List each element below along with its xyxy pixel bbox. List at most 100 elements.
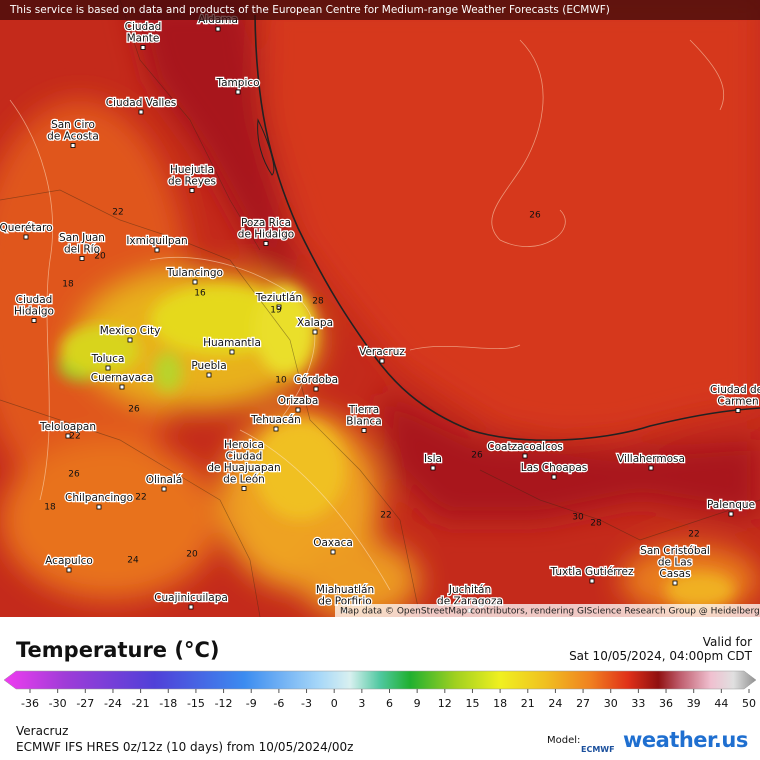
colorbar-tick-label: -15: [187, 697, 205, 710]
city-dot: [229, 349, 235, 355]
coastline: [254, 14, 760, 441]
contour-label: 30: [572, 513, 584, 523]
city-dot: [263, 241, 269, 246]
city-dot: [119, 384, 125, 390]
city-label: Miahuatlán: [316, 584, 374, 596]
city-dot: [189, 188, 195, 193]
colorbar-tick-label: -21: [132, 697, 150, 710]
legend-title: Temperature (°C): [16, 638, 220, 662]
city-dot: [589, 578, 595, 584]
city-dot: [551, 474, 557, 480]
city-label: Mexico City: [100, 325, 161, 337]
city-label: Coatzacoalcos: [487, 441, 562, 453]
city-dot: [140, 45, 146, 50]
brand-logo: weather.us: [623, 728, 748, 752]
valid-label: Valid for: [702, 635, 752, 649]
colorbar-tick-label: -3: [301, 697, 312, 710]
city-label: Hidalgo: [14, 306, 54, 318]
city-label: de Huajuapan: [207, 462, 280, 474]
city-label: Oaxaca: [313, 537, 353, 549]
city-label: Juchitán: [448, 584, 491, 596]
city-dot: [161, 486, 167, 492]
city-dot: [312, 329, 318, 335]
city-label: Ciudad: [125, 21, 162, 33]
city-label: Heroica: [224, 439, 264, 451]
city-dot: [192, 279, 198, 285]
borders: [0, 0, 760, 617]
city-label: San Juan: [59, 232, 105, 244]
contour-label: 19: [270, 306, 282, 316]
contour-label: 22: [380, 511, 391, 521]
colorbar-tick-label: -18: [159, 697, 177, 710]
city-label: del Río: [64, 244, 100, 256]
contour-label: 26: [68, 470, 80, 480]
lagoon: [257, 118, 275, 176]
location: Veracruz: [16, 724, 69, 738]
notice-bar: [0, 0, 760, 20]
city-label: Tuxtla Gutiérrez: [550, 566, 634, 578]
colorbar-tick-label: 39: [687, 697, 701, 710]
city-label: Puebla: [191, 360, 226, 372]
contour-label: 22: [112, 208, 123, 218]
city-dot: [31, 318, 37, 323]
city-label: de Hidalgo: [238, 229, 294, 241]
contour-label: 16: [194, 289, 206, 299]
city-label: Olinalá: [146, 474, 183, 486]
city-label: de León: [223, 474, 265, 486]
colorbar-ramp: [3, 670, 757, 690]
city-dot: [206, 372, 212, 378]
notice: This service is based on data and produc…: [9, 4, 610, 16]
city-label: de Las: [658, 557, 692, 569]
city-label: Toluca: [91, 353, 125, 365]
contour-label: 22: [688, 530, 699, 540]
city-dot: [96, 504, 102, 510]
colorbar-tick-label: 3: [358, 697, 365, 710]
city-dot: [241, 486, 247, 491]
contour-label: 28: [590, 519, 602, 529]
colorbar-tick-label: 27: [576, 697, 590, 710]
city-label: Mante: [127, 33, 160, 45]
city-label: Querétaro: [0, 222, 53, 234]
city-dot: [735, 408, 741, 413]
attribution: Map data © OpenStreetMap contributors, r…: [340, 607, 760, 617]
contour-label: 24: [127, 556, 139, 566]
colorbar-tick-label: -36: [21, 697, 39, 710]
contour-label: 10: [275, 376, 287, 386]
city-dot: [105, 365, 111, 371]
city-label: Ciudad: [16, 294, 53, 306]
city-dot: [235, 89, 241, 95]
contour-label: 26: [529, 211, 541, 221]
colorbar-tick-label: 15: [465, 697, 479, 710]
valid-time: Sat 10/05/2024, 04:00pm CDT: [569, 649, 752, 663]
city-dot: [127, 337, 133, 343]
colorbar-tick-label: -9: [246, 697, 257, 710]
colorbar-tick-label: 30: [604, 697, 618, 710]
city-label: Teloloapan: [39, 421, 96, 433]
city-dot: [79, 256, 85, 261]
model-run: ECMWF IFS HRES 0z/12z (10 days) from 10/…: [16, 740, 354, 754]
city-label: Tierra: [348, 404, 379, 416]
city-dot: [23, 234, 29, 240]
city-label: Isla: [424, 453, 442, 465]
city-label: Tampico: [215, 77, 259, 89]
model-logo: ECMWF: [581, 745, 615, 754]
city-dot: [728, 511, 734, 517]
colorbar-tick-label: 36: [659, 697, 673, 710]
colorbar-tick-label: 24: [548, 697, 562, 710]
city-label: Ciudad: [226, 451, 263, 463]
contour-label: 18: [62, 280, 74, 290]
contour-label: 22: [69, 432, 80, 442]
colorbar-tick-label: 18: [493, 697, 507, 710]
city-dot: [273, 426, 279, 432]
city-label: San Ciro: [51, 119, 95, 131]
city-label: Xalapa: [297, 317, 333, 329]
city-label: Villahermosa: [617, 453, 685, 465]
city-label: Ciudad del: [710, 384, 760, 396]
city-dot: [215, 26, 221, 32]
contour-label: 20: [94, 252, 106, 262]
colorbar: -36 -30 -27 -24 -21 -18 -15 -12 -9 -6 -3 0 3 6 9 12 15 18…: [3, 670, 757, 710]
colorbar-tick-label: -12: [215, 697, 233, 710]
city-label: Tehuacán: [250, 414, 301, 426]
city-dot: [330, 549, 336, 555]
contour-label: 18: [44, 503, 56, 513]
